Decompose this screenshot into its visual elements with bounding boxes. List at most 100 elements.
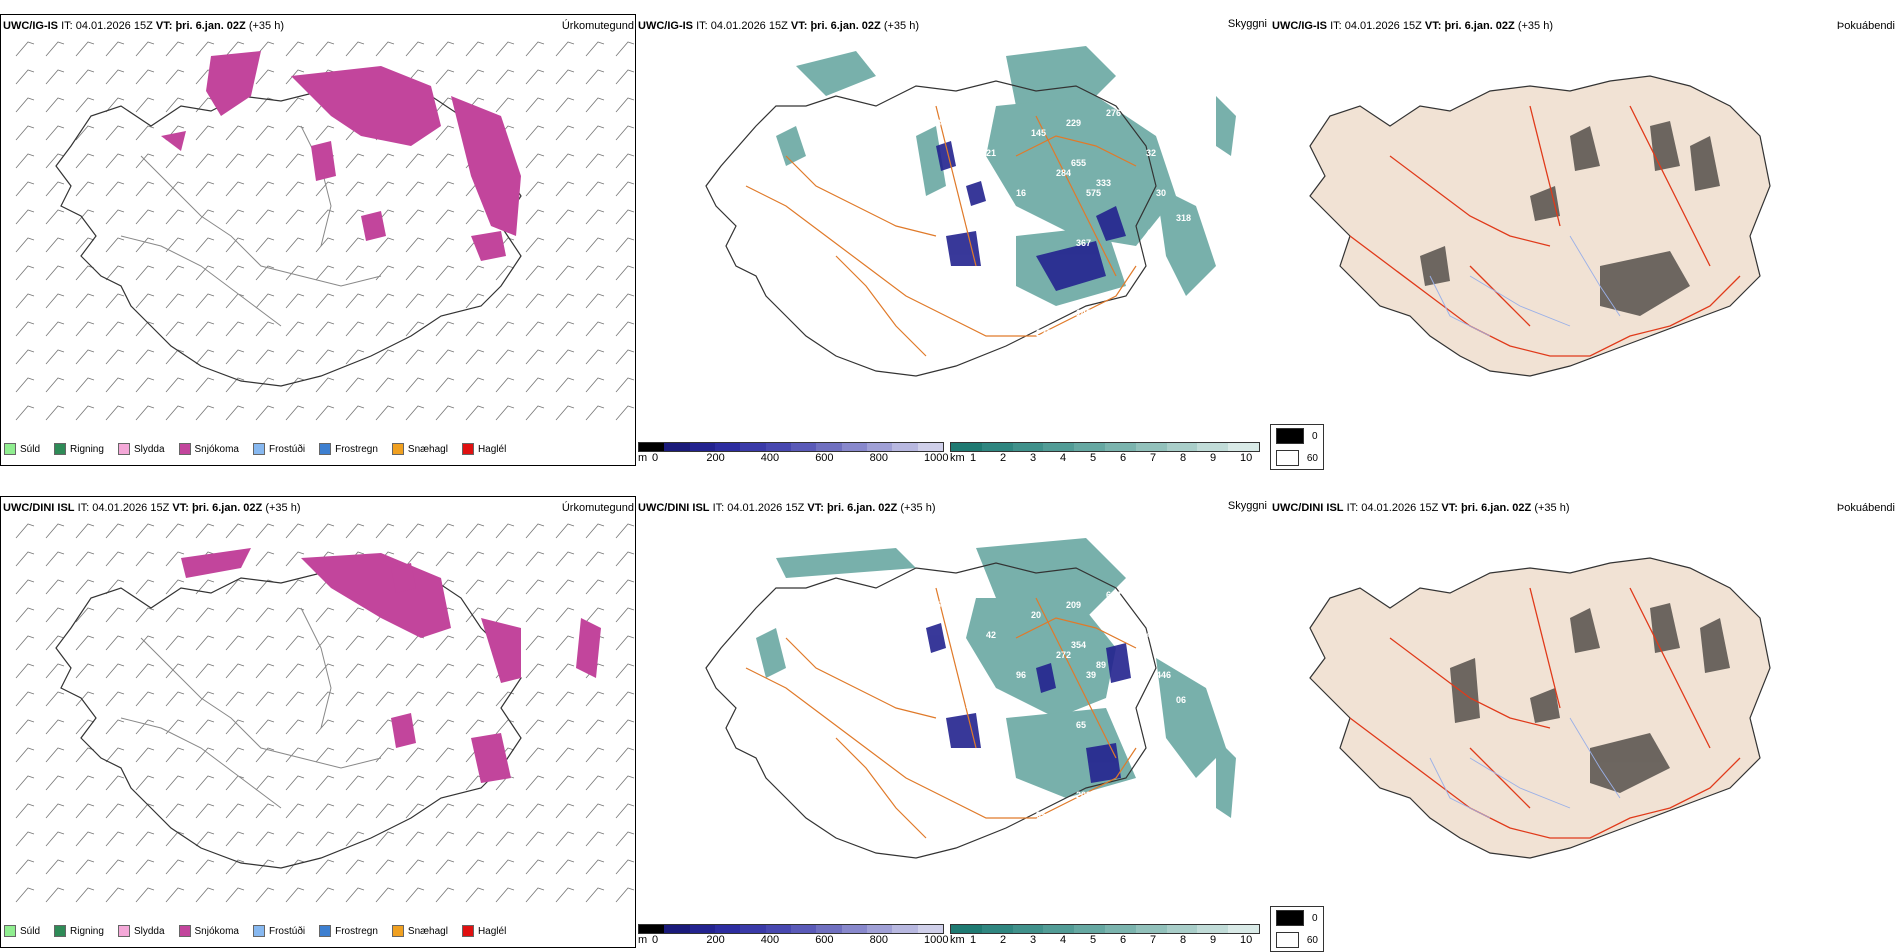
wind-barb xyxy=(105,181,125,197)
wind-barb xyxy=(255,125,275,141)
wind-barb xyxy=(615,747,635,763)
colorbar-swatch xyxy=(866,443,893,451)
wind-barb xyxy=(255,719,275,735)
wind-barb xyxy=(555,293,575,309)
wind-barb xyxy=(375,153,395,169)
wind-barb xyxy=(405,181,425,197)
wind-barb xyxy=(75,859,95,875)
colorbar-tick-label: 9 xyxy=(1210,934,1217,946)
cloud-visibility-panel-row1: UWC/DINI ISL IT: 04.01.2026 15Z VT: þri.… xyxy=(636,496,1272,948)
wind-barb xyxy=(255,293,275,309)
wind-barb xyxy=(465,831,485,847)
wind-barb xyxy=(135,237,155,253)
wind-barb xyxy=(285,887,305,903)
wind-barb xyxy=(405,293,425,309)
cloud-base-areas xyxy=(926,623,1131,783)
wind-barb xyxy=(255,663,275,679)
colorbar-swatch xyxy=(1104,925,1136,933)
wind-barb xyxy=(135,551,155,567)
wind-barb xyxy=(285,719,305,735)
wind-barb xyxy=(285,153,305,169)
wind-barb xyxy=(375,377,395,393)
wind-barb xyxy=(15,349,35,365)
wind-barb xyxy=(105,97,125,113)
wind-barb xyxy=(75,551,95,567)
wind-barb xyxy=(45,405,65,421)
colorbar-swatch xyxy=(714,925,741,933)
wind-barb xyxy=(345,41,365,57)
wind-barb xyxy=(105,775,125,791)
wind-barb xyxy=(525,579,545,595)
wind-barb xyxy=(315,607,335,623)
wind-barb xyxy=(135,265,155,281)
wind-barb xyxy=(75,775,95,791)
fog-scale-max: 0 xyxy=(1271,425,1323,447)
wind-barb xyxy=(75,803,95,819)
wind-barb xyxy=(45,803,65,819)
wind-barb xyxy=(165,719,185,735)
colorbar-swatch xyxy=(841,925,867,933)
wind-barb xyxy=(75,607,95,623)
wind-barb xyxy=(585,97,605,113)
wind-barb xyxy=(615,153,635,169)
wind-barb xyxy=(225,859,245,875)
colorbar-tick-label: 400 xyxy=(760,452,780,464)
cloud-visibility-panel-row0: UWC/IG-IS IT: 04.01.2026 15Z VT: þri. 6.… xyxy=(636,14,1272,466)
wind-barb xyxy=(255,209,275,225)
map-value-label: 06 xyxy=(1176,695,1186,705)
wind-barb xyxy=(555,405,575,421)
wind-barb xyxy=(375,237,395,253)
colorbar-swatch xyxy=(1135,925,1167,933)
wind-barb xyxy=(105,349,125,365)
wind-barb xyxy=(345,859,365,875)
wind-barb xyxy=(75,349,95,365)
wind-barb xyxy=(525,237,545,253)
wind-barb xyxy=(75,887,95,903)
wind-barb xyxy=(435,125,455,141)
wind-barb xyxy=(615,579,635,595)
legend-item: Frostregn xyxy=(319,925,378,937)
wind-barb xyxy=(105,523,125,539)
wind-barb xyxy=(555,803,575,819)
colorbar-tick-label: 10 xyxy=(1240,452,1253,464)
wind-barb xyxy=(45,775,65,791)
wind-barb xyxy=(435,747,455,763)
wind-barb xyxy=(525,887,545,903)
precip-map xyxy=(15,523,635,903)
wind-barb xyxy=(45,153,65,169)
wind-barb xyxy=(585,859,605,875)
wind-barb xyxy=(375,663,395,679)
map-value-label: 41 xyxy=(966,218,976,228)
legend-item: Frostúði xyxy=(252,443,305,455)
legend-item: Frostúði xyxy=(252,925,305,937)
colorbar-swatch xyxy=(951,925,982,933)
panel-title: Úrkomutegund xyxy=(561,502,634,514)
colorbar-tick-label: 10 xyxy=(1240,934,1253,946)
panel-title: Þokuábendi xyxy=(1836,20,1895,32)
fog-scale-min: 60 xyxy=(1271,447,1323,469)
wind-barb xyxy=(585,691,605,707)
wind-barb xyxy=(615,349,635,365)
wind-barb xyxy=(375,349,395,365)
wind-barb xyxy=(225,181,245,197)
wind-barb xyxy=(465,377,485,393)
map-value-label: 104 xyxy=(1116,308,1131,318)
wind-barb xyxy=(285,803,305,819)
wind-barb xyxy=(585,181,605,197)
wind-barb xyxy=(585,405,605,421)
colorbar-swatch xyxy=(1012,925,1044,933)
wind-barb xyxy=(345,181,365,197)
fog-scale-swatch xyxy=(1276,450,1299,466)
wind-barb xyxy=(45,349,65,365)
wind-barb xyxy=(75,265,95,281)
wind-barb xyxy=(225,237,245,253)
panel-header: UWC/IG-IS IT: 04.01.2026 15Z VT: þri. 6.… xyxy=(638,20,919,32)
precip-type-panel-row0: UWC/IG-IS IT: 04.01.2026 15Z VT: þri. 6.… xyxy=(0,14,636,466)
wind-barb xyxy=(345,691,365,707)
panel-header: UWC/IG-IS IT: 04.01.2026 15Z VT: þri. 6.… xyxy=(1272,20,1553,32)
legend-item: Snæhagl xyxy=(391,925,448,937)
wind-barb xyxy=(75,523,95,539)
wind-barb xyxy=(45,607,65,623)
wind-barb xyxy=(75,663,95,679)
wind-barb xyxy=(435,405,455,421)
